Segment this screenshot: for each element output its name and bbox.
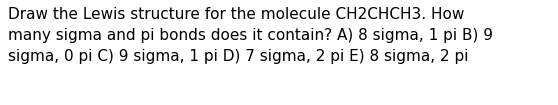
Text: Draw the Lewis structure for the molecule CH2CHCH3. How
many sigma and pi bonds : Draw the Lewis structure for the molecul… [8, 7, 493, 64]
